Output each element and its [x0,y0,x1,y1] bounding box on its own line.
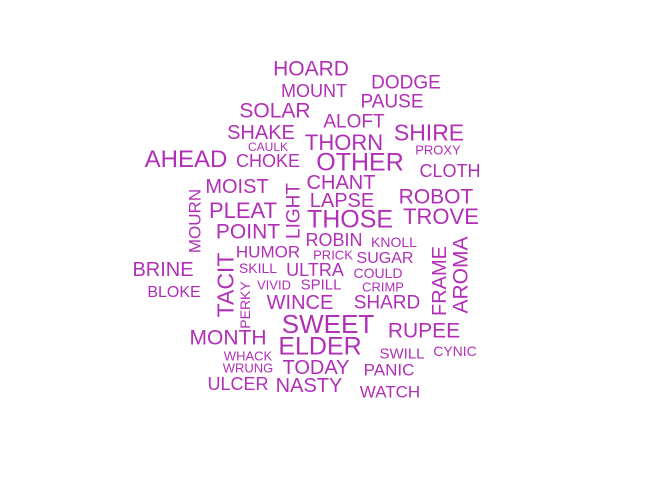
word-aroma: AROMA [449,236,473,314]
word-elder: ELDER [278,332,362,361]
word-ultra: ULTRA [286,260,344,280]
word-solar: SOLAR [239,99,311,123]
word-sugar: SUGAR [356,250,414,267]
word-perky: PERKY [237,281,253,329]
word-chant: CHANT [306,172,376,194]
word-robin: ROBIN [305,230,363,250]
word-rupee: RUPEE [387,319,461,343]
word-prick: PRICK [313,247,353,263]
word-other: OTHER [316,148,404,177]
word-hoard: HOARD [273,57,349,81]
word-tacit: TACIT [212,252,239,318]
word-panic: PANIC [363,360,415,380]
word-brine: BRINE [132,259,194,281]
word-shire: SHIRE [393,119,465,146]
word-mount: MOUNT [281,81,347,101]
word-humor: HUMOR [235,242,301,262]
word-light: LIGHT [283,183,305,239]
word-robot: ROBOT [398,185,474,209]
word-aloft: ALOFT [323,111,385,133]
word-watch: WATCH [359,382,421,402]
word-shake: SHAKE [227,122,295,144]
word-month: MONTH [189,326,267,350]
word-sweet: SWEET [281,309,375,339]
word-those: THOSE [306,205,394,234]
word-wince: WINCE [266,292,334,314]
word-proxy: PROXY [415,142,461,158]
word-lapse: LAPSE [309,190,375,212]
word-trove: TROVE [403,204,479,229]
word-caulk: CAULK [247,140,289,154]
word-cloth: CLOTH [419,161,481,181]
word-bloke: BLOKE [147,284,201,301]
word-moist: MOIST [205,176,269,198]
word-whack: WHACK [223,348,273,364]
word-dodge: DODGE [371,72,441,94]
word-spill: SPILL [300,276,342,294]
word-shard: SHARD [353,292,421,314]
word-nasty: NASTY [275,375,343,397]
word-vivid: VIVID [257,277,291,293]
word-mourn: MOURN [185,188,205,254]
word-ahead: AHEAD [144,146,228,173]
word-pause: PAUSE [360,91,424,113]
word-knoll: KNOLL [371,234,417,250]
word-skill: SKILL [238,260,278,276]
word-wrung: WRUNG [222,360,274,376]
word-crimp: CRIMP [362,279,404,295]
word-today: TODAY [282,357,350,379]
word-point: POINT [215,220,281,244]
word-choke: CHOKE [235,151,301,171]
word-pleat: PLEAT [208,198,278,223]
word-could: COULD [353,265,403,281]
word-ulcer: ULCER [207,374,269,394]
word-thorn: THORN [304,130,384,155]
word-swill: SWILL [379,345,425,363]
word-cynic: CYNIC [433,343,477,359]
word-frame: FRAME [429,246,451,316]
